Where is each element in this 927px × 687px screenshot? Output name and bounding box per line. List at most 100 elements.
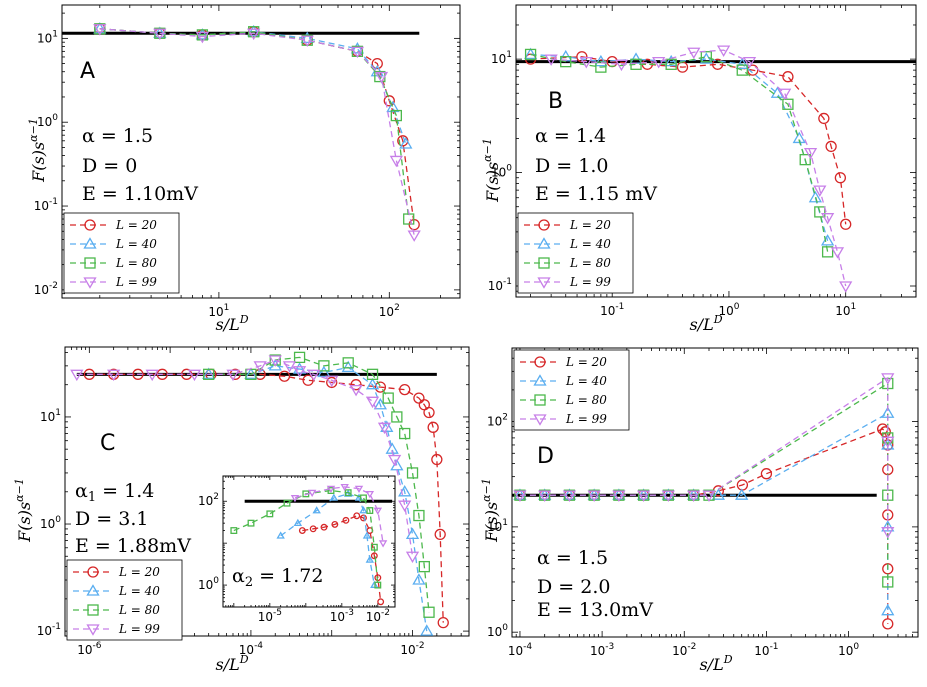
- tick-label: 10-2: [34, 281, 58, 297]
- marker-circle: [834, 172, 847, 184]
- marker-triangle-down: [325, 375, 339, 388]
- marker-square: [283, 499, 291, 507]
- marker-circle: [350, 379, 362, 391]
- marker-triangle-down: [636, 490, 651, 502]
- series-line: [280, 493, 375, 586]
- marker-square: [370, 543, 378, 551]
- series-line: [99, 28, 415, 236]
- marker-triangle-up: [370, 580, 379, 588]
- marker-triangle-up: [373, 397, 387, 410]
- y-axis-label: F(s)sα−1: [27, 118, 48, 183]
- marker-triangle-down: [778, 88, 792, 101]
- tick-label: 100: [40, 515, 61, 531]
- panel-A: 101 102 10-2 10-1 100 101 Aα = 1.5 D = 0 E = 1.1…: [27, 4, 461, 334]
- marker-triangle-up: [312, 506, 321, 514]
- tick-label: 101: [37, 29, 58, 45]
- marker-triangle-down: [378, 540, 388, 548]
- marker-triangle-down: [387, 454, 402, 467]
- marker-circle: [383, 95, 395, 107]
- marker-circle: [825, 140, 837, 153]
- marker-circle: [371, 57, 383, 70]
- marker-triangle-down: [93, 24, 107, 36]
- marker-triangle-down: [687, 490, 701, 502]
- tick-label: 10-4: [508, 642, 533, 658]
- marker-triangle-up: [735, 57, 749, 69]
- marker-triangle-up: [359, 506, 368, 514]
- marker-circle: [309, 525, 317, 533]
- marker-circle: [413, 392, 425, 404]
- tick-label: 10-2: [400, 641, 424, 657]
- marker-square: [382, 392, 394, 404]
- legend-box: [63, 212, 180, 294]
- plot-area: [516, 45, 916, 293]
- marker-triangle-up: [412, 573, 426, 585]
- marker-triangle-down: [579, 57, 593, 69]
- series-line: [76, 359, 414, 557]
- marker-triangle-down: [562, 490, 577, 502]
- marker-square: [342, 357, 354, 369]
- tick-label: 10-4: [239, 641, 264, 657]
- marker-square: [266, 510, 274, 518]
- marker-triangle-down: [374, 71, 389, 84]
- marker-triangle-up: [292, 362, 307, 374]
- panel-letter: D: [537, 444, 554, 469]
- marker-triangle-down: [687, 47, 701, 60]
- marker-triangle-up: [612, 488, 626, 500]
- marker-square: [665, 58, 677, 70]
- tick-label: 10-2: [672, 642, 696, 658]
- marker-circle: [437, 616, 449, 629]
- marker-triangle-down: [533, 414, 547, 426]
- legend-box: [517, 212, 634, 294]
- legend-label: L = 40: [118, 584, 160, 598]
- panel-B: 10-1 100 101 10-1 100 101 Bα = 1.4 D = 1.0 E = 1…: [481, 4, 917, 334]
- inset-plot-area: [230, 483, 393, 606]
- marker-triangle-down: [612, 490, 626, 502]
- marker-triangle-down: [398, 500, 412, 512]
- panel-letter: B: [548, 89, 563, 114]
- marker-circle: [711, 58, 724, 70]
- tick-label: 102: [379, 303, 400, 319]
- marker-triangle-down: [83, 277, 97, 289]
- marker-circle: [360, 514, 367, 522]
- marker-square: [327, 487, 335, 494]
- marker-circle: [302, 374, 314, 386]
- marker-triangle-down: [145, 369, 159, 382]
- marker-triangle-up: [350, 42, 365, 54]
- marker-square: [360, 494, 367, 502]
- marker-circle: [434, 528, 446, 541]
- marker-square: [534, 394, 546, 406]
- marker-triangle-up: [317, 365, 331, 378]
- marker-square: [84, 257, 96, 269]
- marker-circle: [423, 406, 435, 419]
- tick-label: 100: [37, 113, 58, 129]
- tick-label: 101: [208, 303, 229, 319]
- tick-label: 10-3: [330, 608, 354, 624]
- marker-triangle-down: [340, 483, 349, 492]
- marker-triangle-up: [93, 22, 107, 34]
- marker-triangle-up: [538, 488, 552, 500]
- marker-triangle-down: [70, 369, 84, 382]
- marker-square: [366, 368, 379, 380]
- marker-square: [399, 427, 411, 440]
- marker-square: [390, 109, 402, 122]
- marker-triangle-down: [661, 490, 675, 502]
- marker-triangle-up: [86, 584, 100, 596]
- marker-triangle-down: [881, 436, 895, 449]
- marker-circle: [132, 368, 144, 380]
- marker-triangle-down: [373, 507, 383, 515]
- marker-circle: [427, 421, 439, 433]
- plot-area: [62, 22, 421, 242]
- tick-label: 10-1: [488, 277, 512, 293]
- marker-triangle-up: [661, 488, 675, 500]
- marker-triangle-up: [386, 100, 400, 113]
- series-L-80: [524, 48, 834, 258]
- marker-triangle-up: [83, 237, 97, 249]
- marker-square: [538, 257, 550, 269]
- panel-param: E = 1.15 mV: [535, 183, 657, 205]
- marker-triangle-down: [365, 490, 375, 499]
- marker-square: [318, 360, 330, 372]
- tick-label: 100: [198, 576, 219, 592]
- marker-square: [814, 206, 826, 218]
- marker-circle: [760, 468, 773, 480]
- panel-param: D = 3.1: [75, 508, 148, 530]
